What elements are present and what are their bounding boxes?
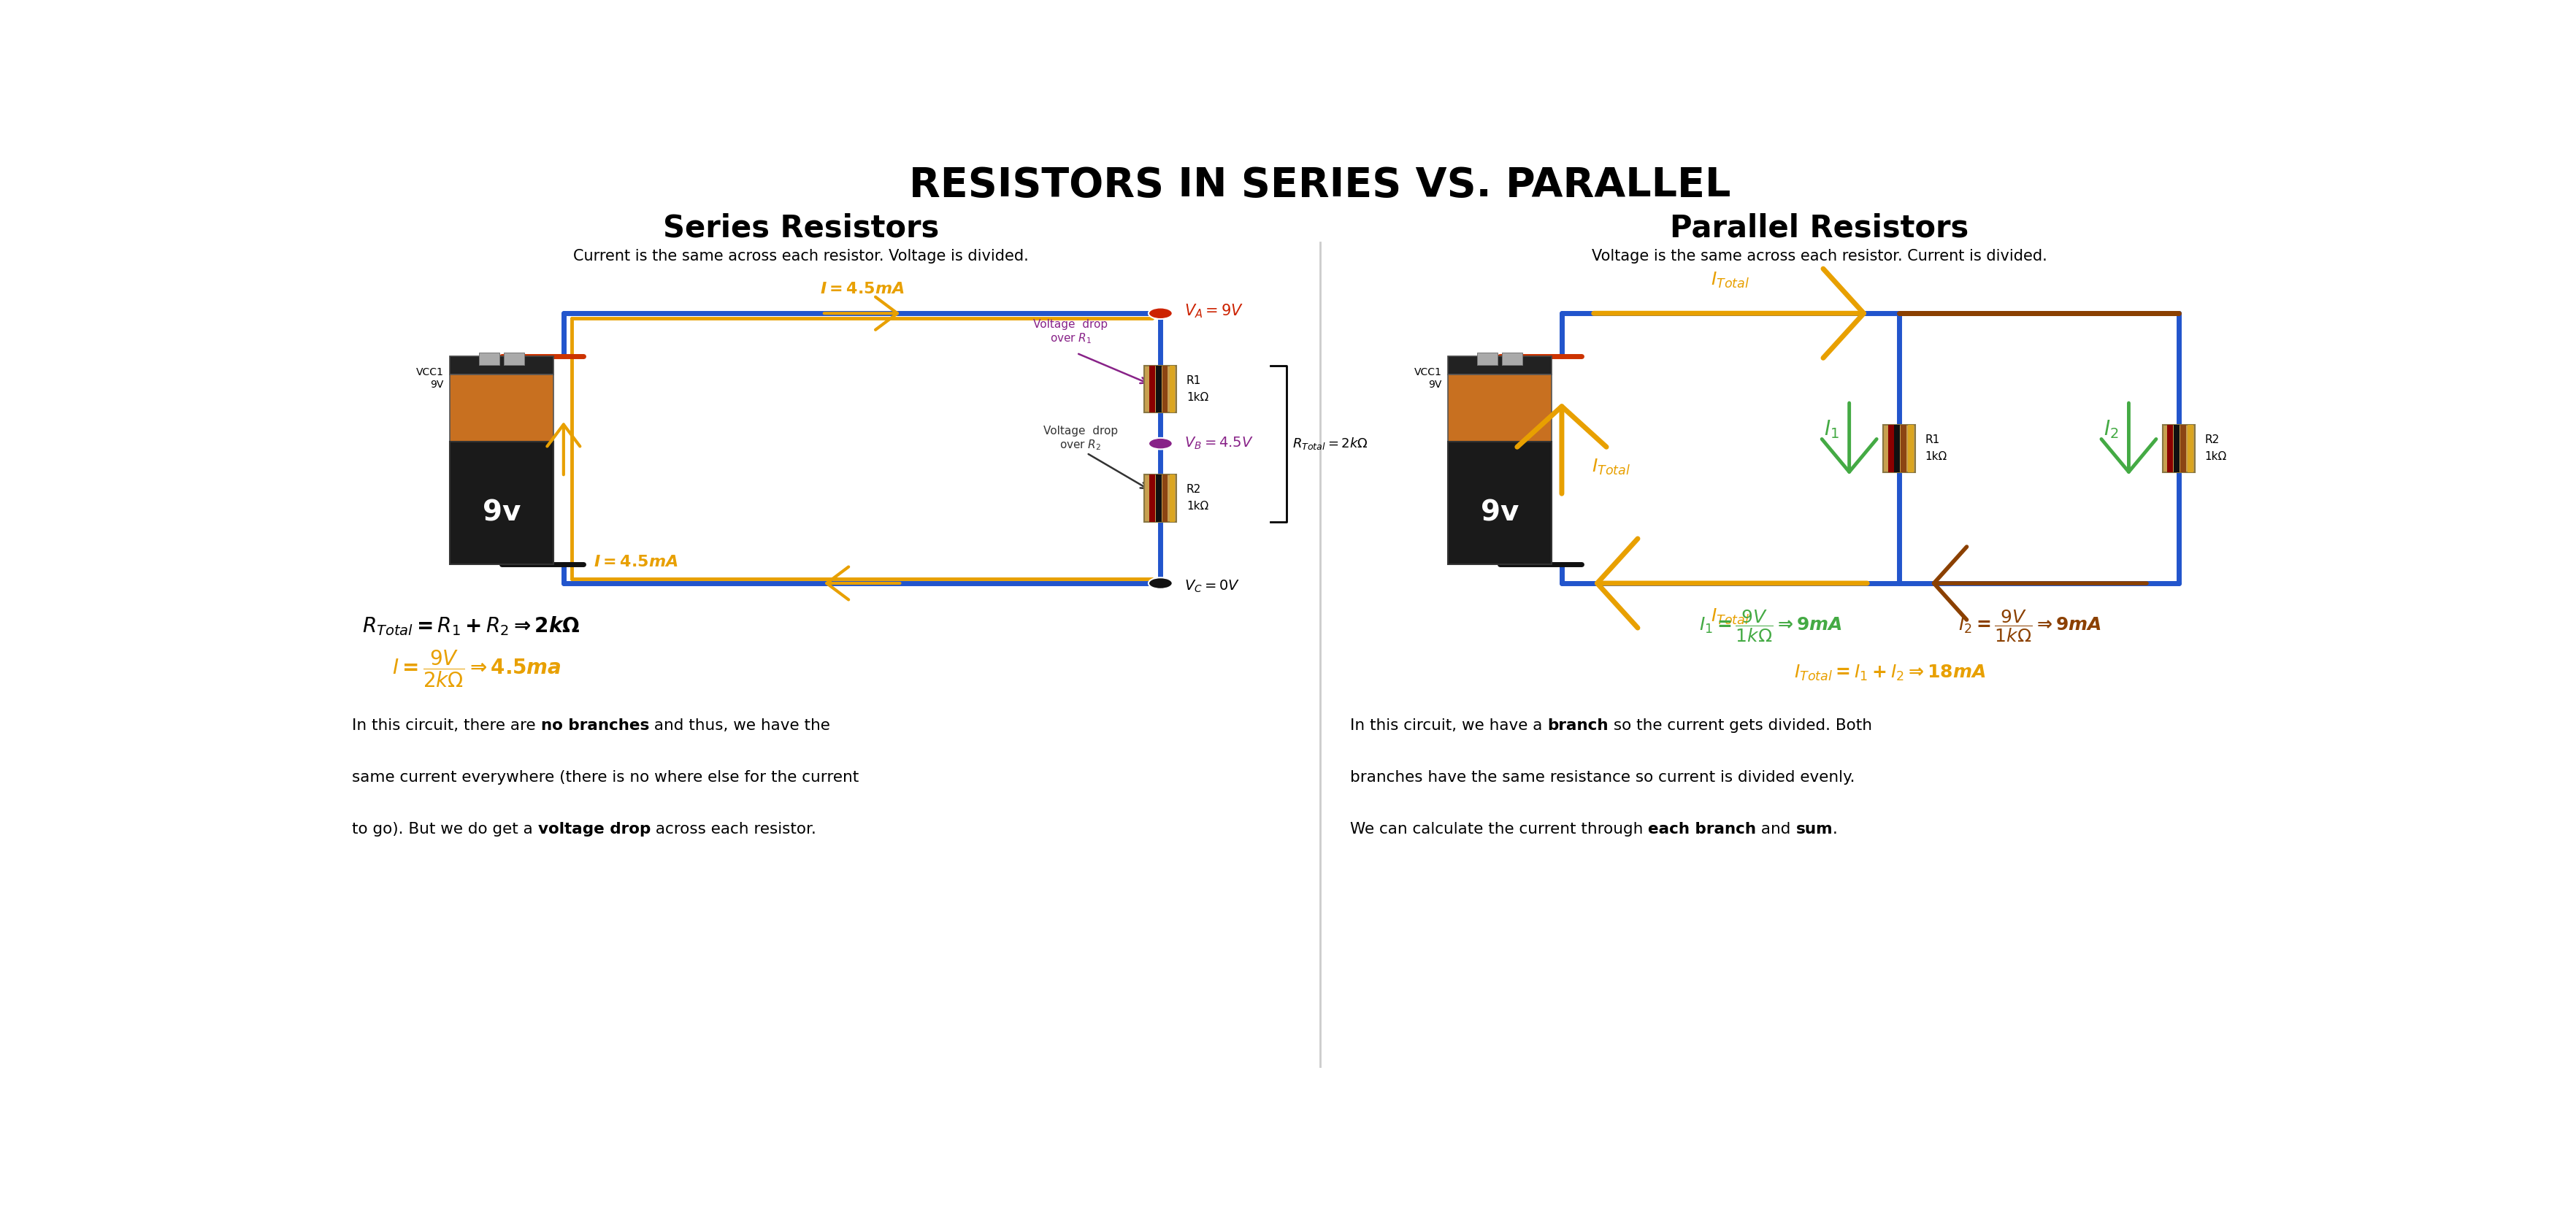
Text: $\boldsymbol{R_{Total} = R_1 + R_2 \Rightarrow 2k\Omega}$: $\boldsymbol{R_{Total} = R_1 + R_2 \Righ… [361,615,580,637]
Text: Parallel Resistors: Parallel Resistors [1669,213,1968,244]
Bar [1476,352,1497,365]
Bar [1162,475,1167,522]
Bar [1502,352,1522,365]
Text: In this circuit, there are: In this circuit, there are [353,718,541,733]
Text: Voltage  drop
over $R_1$: Voltage drop over $R_1$ [1033,319,1108,346]
Text: $\boldsymbol{I_{Total}}$: $\boldsymbol{I_{Total}}$ [1592,458,1631,477]
Text: 9v: 9v [482,499,520,526]
Text: $\boldsymbol{I_{Total}}$: $\boldsymbol{I_{Total}}$ [1710,271,1749,290]
Bar [1170,365,1175,413]
Text: each branch: each branch [1649,822,1757,836]
Text: $\mathit{V}_A = 9V$: $\mathit{V}_A = 9V$ [1185,303,1244,320]
Text: 1kΩ: 1kΩ [2205,451,2226,462]
Text: $\boldsymbol{I = 4.5mA}$: $\boldsymbol{I = 4.5mA}$ [819,282,904,296]
Bar [1448,375,1551,442]
Text: VCC1
9V: VCC1 9V [417,368,443,390]
Bar [2174,424,2179,472]
Text: $\mathit{V}_C = 0V$: $\mathit{V}_C = 0V$ [1185,578,1239,594]
Bar [1893,424,1901,472]
Bar [2179,424,2187,472]
Text: $\boldsymbol{R_{Total}} = 2k\Omega$: $\boldsymbol{R_{Total}} = 2k\Omega$ [1293,435,1368,451]
Bar [1162,365,1167,413]
Text: $\boldsymbol{\mathit{I}_{Total} = \mathit{I}_1 + \mathit{I}_2 \Rightarrow 18mA}$: $\boldsymbol{\mathit{I}_{Total} = \mathi… [1795,664,1986,683]
Bar [451,375,554,442]
Circle shape [1149,308,1172,319]
Circle shape [1149,438,1172,449]
Bar [1149,475,1154,522]
Text: so the current gets divided. Both: so the current gets divided. Both [1607,718,1873,733]
Circle shape [1149,578,1172,589]
Bar [1144,475,1177,522]
Bar [1909,424,1914,472]
Text: 9v: 9v [1481,499,1520,526]
Bar [2164,424,2195,472]
Text: R2: R2 [1188,485,1200,494]
Text: .: . [1834,822,1837,836]
Text: VCC1
9V: VCC1 9V [1414,368,1443,390]
Bar [1888,424,1893,472]
Text: Current is the same across each resistor. Voltage is divided.: Current is the same across each resistor… [574,250,1028,263]
Text: $\boldsymbol{\mathit{I} = \dfrac{9V}{2k\Omega} \Rightarrow 4.5ma}$: $\boldsymbol{\mathit{I} = \dfrac{9V}{2k\… [392,648,562,689]
Text: Voltage  drop
over $R_2$: Voltage drop over $R_2$ [1043,426,1118,453]
Bar [1157,475,1162,522]
Bar [451,442,554,565]
Text: $\boldsymbol{\mathit{I}_1 = \dfrac{9V}{1k\Omega} \Rightarrow 9mA}$: $\boldsymbol{\mathit{I}_1 = \dfrac{9V}{1… [1698,608,1842,643]
Text: Series Resistors: Series Resistors [662,213,940,244]
Text: no branches: no branches [541,718,649,733]
Text: R2: R2 [2205,434,2221,445]
Text: R1: R1 [1924,434,1940,445]
Text: 1kΩ: 1kΩ [1188,501,1208,512]
Bar [2187,424,2192,472]
Bar [1901,424,1906,472]
Text: In this circuit, we have a: In this circuit, we have a [1350,718,1548,733]
Bar [505,352,526,365]
Bar [451,355,554,375]
Text: RESISTORS IN SERIES VS. PARALLEL: RESISTORS IN SERIES VS. PARALLEL [909,166,1731,205]
Text: voltage drop: voltage drop [538,822,652,836]
Bar [1149,365,1154,413]
Bar [2166,424,2174,472]
Text: We can calculate the current through: We can calculate the current through [1350,822,1649,836]
Text: across each resistor.: across each resistor. [652,822,817,836]
Text: to go). But we do get a: to go). But we do get a [353,822,538,836]
Text: R1: R1 [1188,375,1200,386]
Text: $\mathit{V}_B = 4.5V$: $\mathit{V}_B = 4.5V$ [1185,435,1255,451]
Text: $\boldsymbol{I_1}$: $\boldsymbol{I_1}$ [1824,418,1839,440]
Text: same current everywhere (there is no where else for the current: same current everywhere (there is no whe… [353,770,858,785]
Bar [1157,365,1162,413]
Text: $\boldsymbol{I_{Total}}$: $\boldsymbol{I_{Total}}$ [1710,606,1749,626]
Bar [479,352,500,365]
Text: 1kΩ: 1kΩ [1188,392,1208,403]
Text: 1kΩ: 1kΩ [1924,451,1947,462]
Bar [1883,424,1914,472]
Text: $\boldsymbol{\mathit{I}_2 = \dfrac{9V}{1k\Omega} \Rightarrow 9mA}$: $\boldsymbol{\mathit{I}_2 = \dfrac{9V}{1… [1958,608,2102,643]
Bar [1170,475,1175,522]
Text: $\boldsymbol{I = 4.5mA}$: $\boldsymbol{I = 4.5mA}$ [592,555,677,569]
Text: $\boldsymbol{I_2}$: $\boldsymbol{I_2}$ [2105,418,2120,440]
Bar [1448,442,1551,565]
Text: sum: sum [1795,822,1834,836]
Bar [1448,355,1551,375]
Text: branch: branch [1548,718,1607,733]
Text: Voltage is the same across each resistor. Current is divided.: Voltage is the same across each resistor… [1592,250,2048,263]
Text: branches have the same resistance so current is divided evenly.: branches have the same resistance so cur… [1350,770,1855,785]
Text: and thus, we have the: and thus, we have the [649,718,829,733]
Text: and: and [1757,822,1795,836]
Bar [1144,365,1177,413]
